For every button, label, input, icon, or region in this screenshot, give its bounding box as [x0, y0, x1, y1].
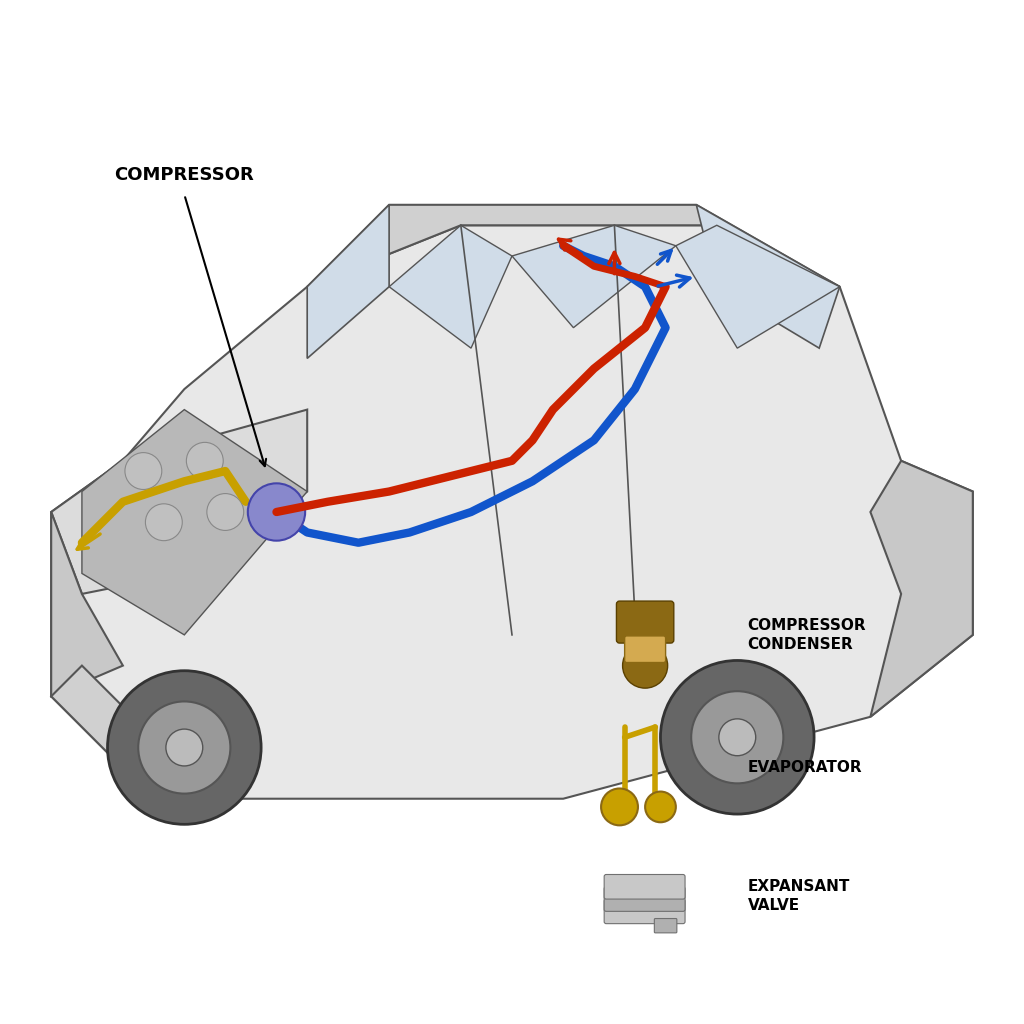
Polygon shape — [82, 410, 307, 635]
Circle shape — [138, 701, 230, 794]
Circle shape — [719, 719, 756, 756]
Text: COMPRESSOR
CONDENSER: COMPRESSOR CONDENSER — [748, 618, 866, 651]
Polygon shape — [51, 225, 973, 799]
Polygon shape — [676, 225, 840, 348]
Polygon shape — [307, 205, 840, 287]
Polygon shape — [512, 225, 676, 328]
Circle shape — [645, 792, 676, 822]
Circle shape — [623, 643, 668, 688]
FancyBboxPatch shape — [616, 601, 674, 643]
FancyBboxPatch shape — [625, 636, 666, 663]
Circle shape — [108, 671, 261, 824]
Circle shape — [207, 494, 244, 530]
Text: COMPRESSOR: COMPRESSOR — [115, 166, 254, 184]
Circle shape — [248, 483, 305, 541]
Polygon shape — [696, 205, 840, 348]
Polygon shape — [307, 205, 389, 358]
Circle shape — [186, 442, 223, 479]
Circle shape — [166, 729, 203, 766]
Text: EVAPORATOR: EVAPORATOR — [748, 761, 862, 775]
Polygon shape — [389, 225, 512, 348]
Polygon shape — [51, 512, 123, 696]
FancyBboxPatch shape — [604, 899, 685, 924]
Circle shape — [691, 691, 783, 783]
FancyBboxPatch shape — [654, 919, 677, 933]
Circle shape — [660, 660, 814, 814]
Polygon shape — [870, 461, 973, 717]
Polygon shape — [51, 410, 307, 594]
FancyBboxPatch shape — [604, 874, 685, 899]
Circle shape — [601, 788, 638, 825]
Circle shape — [145, 504, 182, 541]
FancyBboxPatch shape — [604, 887, 685, 911]
Circle shape — [125, 453, 162, 489]
Text: EXPANSANT
VALVE: EXPANSANT VALVE — [748, 880, 850, 912]
Polygon shape — [51, 666, 184, 799]
